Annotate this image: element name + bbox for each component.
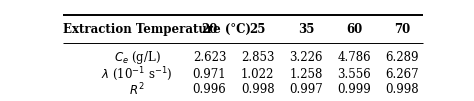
Text: 0.998: 0.998 [241, 83, 274, 96]
Text: 3.226: 3.226 [289, 51, 323, 64]
Text: 2.623: 2.623 [193, 51, 226, 64]
Text: 6.289: 6.289 [386, 51, 419, 64]
Text: 20: 20 [201, 23, 218, 36]
Text: 0.997: 0.997 [289, 83, 323, 96]
Text: 0.998: 0.998 [386, 83, 419, 96]
Text: 1.258: 1.258 [289, 68, 323, 81]
Text: 4.786: 4.786 [337, 51, 371, 64]
Text: 60: 60 [346, 23, 362, 36]
Text: 0.996: 0.996 [192, 83, 227, 96]
Text: Extraction Temperature (°C): Extraction Temperature (°C) [63, 23, 251, 36]
Text: 25: 25 [250, 23, 266, 36]
Text: 3.556: 3.556 [337, 68, 371, 81]
Text: 70: 70 [394, 23, 410, 36]
Text: 6.267: 6.267 [386, 68, 419, 81]
Text: 35: 35 [298, 23, 314, 36]
Text: 0.971: 0.971 [193, 68, 227, 81]
Text: $R^2$: $R^2$ [129, 82, 145, 98]
Text: 0.999: 0.999 [337, 83, 371, 96]
Text: $\lambda$ (10$^{-1}$ s$^{-1}$): $\lambda$ (10$^{-1}$ s$^{-1}$) [101, 65, 173, 83]
Text: 1.022: 1.022 [241, 68, 274, 81]
Text: 2.853: 2.853 [241, 51, 274, 64]
Text: $C_e$ (g/L): $C_e$ (g/L) [114, 49, 161, 66]
